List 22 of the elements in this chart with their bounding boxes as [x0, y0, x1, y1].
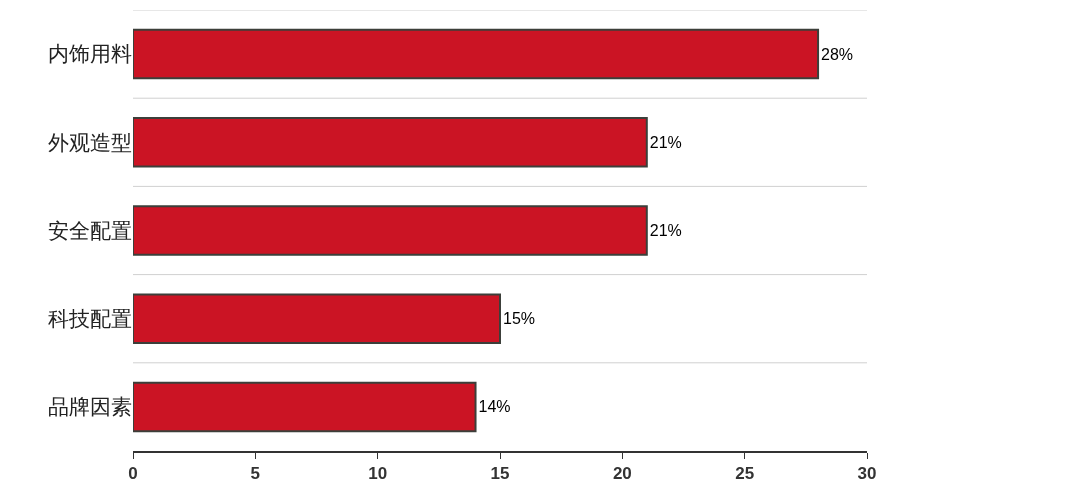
- y-tick-label: 品牌因素: [48, 395, 132, 419]
- data-label: 21%: [649, 222, 682, 240]
- bar: [133, 381, 477, 433]
- y-tick-label: 内饰用料: [48, 42, 132, 66]
- bar: [133, 205, 648, 256]
- data-label: 28%: [821, 45, 854, 63]
- x-tick-label: 25: [735, 464, 755, 484]
- bar: [133, 28, 820, 80]
- y-tick-label: 科技配置: [48, 307, 132, 331]
- x-tick-label: 15: [490, 464, 510, 484]
- data-label: 14%: [478, 398, 511, 416]
- x-tick-label: 30: [857, 464, 877, 484]
- bar: [133, 293, 501, 344]
- data-label: 15%: [503, 310, 536, 328]
- x-tick-label: 0: [128, 464, 138, 484]
- y-tick-label: 安全配置: [48, 218, 132, 242]
- x-tick-label: 20: [612, 464, 632, 484]
- y-tick-label: 外观造型: [48, 130, 132, 154]
- x-tick-label: 10: [368, 464, 388, 484]
- bar: [133, 117, 648, 168]
- x-tick-label: 5: [250, 464, 261, 484]
- data-label: 21%: [649, 133, 682, 151]
